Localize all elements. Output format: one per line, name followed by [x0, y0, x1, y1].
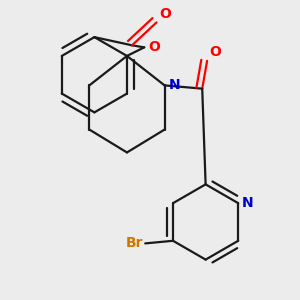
Text: Br: Br — [126, 236, 144, 250]
Text: N: N — [242, 196, 254, 210]
Text: O: O — [159, 7, 171, 21]
Text: N: N — [169, 78, 180, 92]
Text: O: O — [148, 40, 160, 54]
Text: O: O — [210, 45, 222, 59]
